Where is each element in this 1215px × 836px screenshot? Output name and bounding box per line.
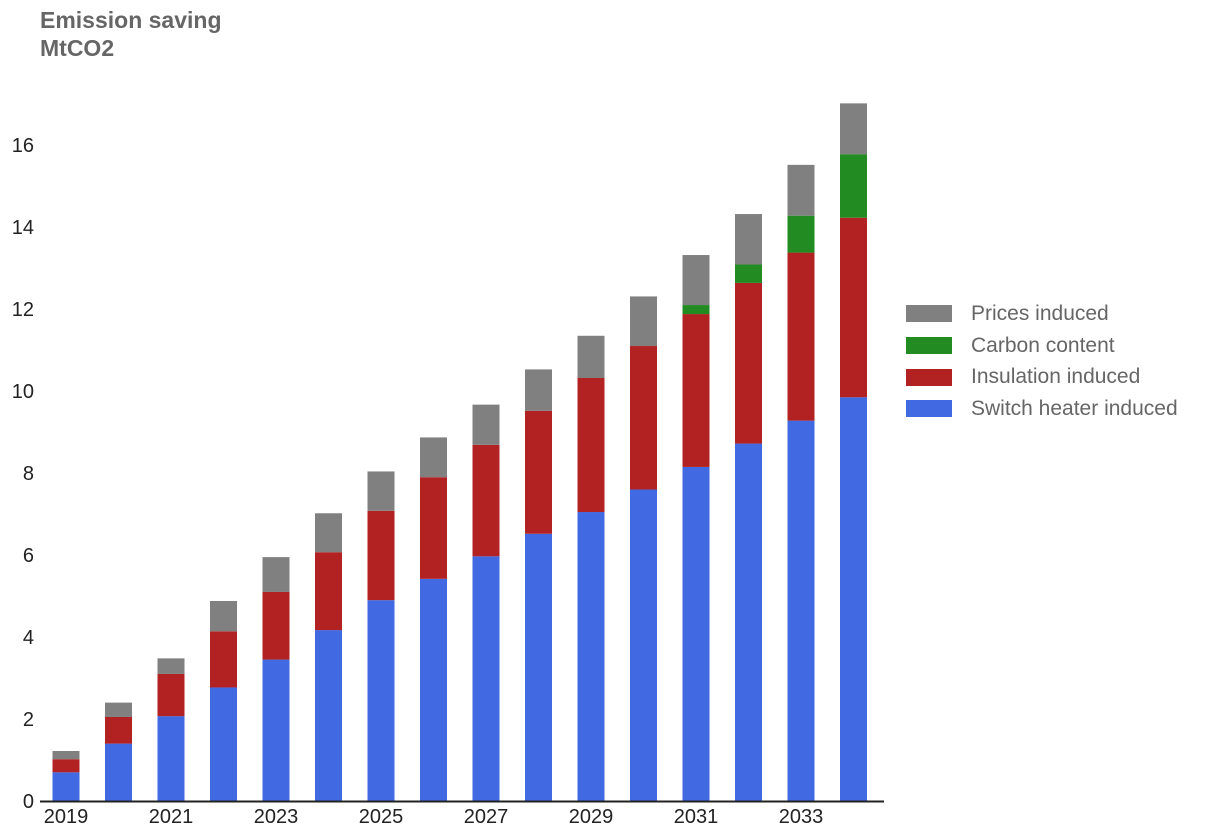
bar-segment-insulation-induced-2020 xyxy=(105,716,132,744)
bar-segment-switch-heater-induced-2023 xyxy=(262,659,290,801)
bar-segment-switch-heater-induced-2021 xyxy=(157,716,185,801)
bar-segment-prices-induced-2032 xyxy=(735,214,762,265)
y-tick-label-8: 8 xyxy=(23,463,34,485)
bar-segment-prices-induced-2034 xyxy=(840,103,867,155)
bar-segment-switch-heater-induced-2030 xyxy=(630,489,657,801)
legend-label-prices-induced: Prices induced xyxy=(971,301,1109,325)
y-tick-label-2: 2 xyxy=(23,709,34,731)
bar-segment-switch-heater-induced-2022 xyxy=(210,687,237,801)
bar-segment-switch-heater-induced-2033 xyxy=(787,420,815,801)
x-tick-label-2021: 2021 xyxy=(149,806,194,828)
bar-segment-carbon-content-2033 xyxy=(787,215,815,253)
bar-segment-insulation-induced-2019 xyxy=(52,759,80,773)
bar-segment-switch-heater-induced-2026 xyxy=(420,578,447,801)
x-tick-label-2031: 2031 xyxy=(674,806,719,828)
x-tick-label-2025: 2025 xyxy=(359,806,404,828)
bar-segment-prices-induced-2025 xyxy=(367,471,395,511)
bar-segment-switch-heater-induced-2020 xyxy=(105,743,132,801)
bar-segment-prices-induced-2031 xyxy=(682,255,710,306)
bar-segment-prices-induced-2033 xyxy=(787,164,815,216)
bar-segment-insulation-induced-2033 xyxy=(787,252,815,421)
x-tick-label-2029: 2029 xyxy=(569,806,614,828)
bar-segment-switch-heater-induced-2027 xyxy=(472,556,500,801)
legend-item-carbon-content: Carbon content xyxy=(906,330,1178,362)
bar-segment-prices-induced-2026 xyxy=(420,437,447,478)
x-tick-label-2023: 2023 xyxy=(254,806,299,828)
bar-segment-switch-heater-induced-2029 xyxy=(577,512,605,801)
bar-segment-prices-induced-2022 xyxy=(210,600,237,632)
chart-unit-label: MtCO2 xyxy=(40,35,115,61)
bar-segment-insulation-induced-2024 xyxy=(315,552,342,631)
legend-label-switch-heater-induced: Switch heater induced xyxy=(971,396,1178,420)
y-tick-label-10: 10 xyxy=(12,381,34,403)
y-tick-label-6: 6 xyxy=(23,545,34,567)
bar-segment-prices-induced-2019 xyxy=(52,750,80,760)
bar-segment-insulation-induced-2028 xyxy=(525,410,552,534)
y-tick-label-0: 0 xyxy=(23,791,34,813)
bar-segment-prices-induced-2020 xyxy=(105,702,132,717)
bar-segment-insulation-induced-2031 xyxy=(682,314,710,467)
x-tick-label-2033: 2033 xyxy=(779,806,824,828)
bar-segment-prices-induced-2024 xyxy=(315,513,342,553)
bar-segment-switch-heater-induced-2024 xyxy=(315,630,342,801)
legend-item-prices-induced: Prices induced xyxy=(906,298,1178,330)
legend-label-insulation-induced: Insulation induced xyxy=(971,365,1141,389)
legend-swatch-switch-heater-induced xyxy=(906,400,952,418)
bar-segment-carbon-content-2034 xyxy=(840,154,867,218)
bar-segment-carbon-content-2031 xyxy=(682,305,710,315)
bar-segment-insulation-induced-2032 xyxy=(735,282,762,444)
bar-segment-prices-induced-2028 xyxy=(525,369,552,411)
bar-segment-insulation-induced-2030 xyxy=(630,346,657,490)
bar-segment-prices-induced-2030 xyxy=(630,296,657,347)
legend-item-switch-heater-induced: Switch heater induced xyxy=(906,393,1178,425)
x-tick-label-2027: 2027 xyxy=(464,806,509,828)
y-tick-label-12: 12 xyxy=(12,299,34,321)
bar-segment-switch-heater-induced-2028 xyxy=(525,533,552,801)
legend-swatch-prices-induced xyxy=(906,305,952,323)
bar-segment-prices-induced-2021 xyxy=(157,658,185,674)
bar-segment-switch-heater-induced-2032 xyxy=(735,443,762,801)
bar-segment-prices-induced-2027 xyxy=(472,404,500,445)
legend-swatch-carbon-content xyxy=(906,337,952,355)
y-tick-label-16: 16 xyxy=(12,135,34,157)
bar-segment-switch-heater-induced-2019 xyxy=(52,772,80,801)
legend-label-carbon-content: Carbon content xyxy=(971,333,1115,357)
bar-segment-prices-induced-2029 xyxy=(577,335,605,378)
bar-segment-insulation-induced-2021 xyxy=(157,673,185,717)
bar-segment-insulation-induced-2034 xyxy=(840,217,867,398)
bar-segment-carbon-content-2032 xyxy=(735,264,762,283)
legend-swatch-insulation-induced xyxy=(906,368,952,386)
y-tick-label-4: 4 xyxy=(23,627,34,649)
bar-segment-switch-heater-induced-2031 xyxy=(682,466,710,801)
bar-segment-switch-heater-induced-2025 xyxy=(367,600,395,801)
bar-segment-insulation-induced-2025 xyxy=(367,510,395,601)
chart-legend: Prices induced Carbon content Insulation i… xyxy=(906,298,1178,425)
bar-segment-insulation-induced-2023 xyxy=(262,591,290,660)
bar-segment-insulation-induced-2022 xyxy=(210,631,237,688)
bar-segment-insulation-induced-2027 xyxy=(472,444,500,557)
y-tick-label-14: 14 xyxy=(12,217,34,239)
x-tick-label-2019: 2019 xyxy=(44,806,89,828)
legend-item-insulation-induced: Insulation induced xyxy=(906,361,1178,393)
bar-segment-insulation-induced-2026 xyxy=(420,477,447,579)
bar-segment-insulation-induced-2029 xyxy=(577,378,605,513)
chart-title: Emission saving xyxy=(40,7,222,33)
bar-segment-switch-heater-induced-2034 xyxy=(840,397,867,801)
bar-segment-prices-induced-2023 xyxy=(262,557,290,592)
